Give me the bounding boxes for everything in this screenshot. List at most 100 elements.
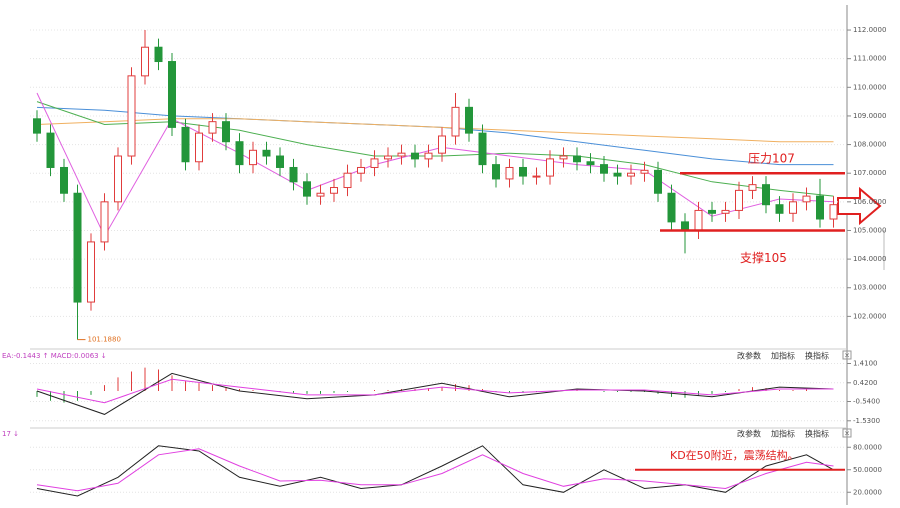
- close-button[interactable]: [842, 350, 852, 360]
- y-tick-label: 0.4200: [853, 379, 878, 387]
- candle-body: [384, 155, 392, 160]
- toolbar-button[interactable]: 改参数: [737, 351, 761, 361]
- candle-body: [127, 75, 136, 157]
- candle-body: [411, 152, 419, 160]
- candle-body: [316, 192, 325, 197]
- candle-body: [73, 192, 82, 303]
- candle-body: [613, 172, 622, 177]
- close-icon[interactable]: ×: [844, 352, 850, 360]
- candle-body: [789, 201, 797, 214]
- indicator-line: [36, 445, 834, 497]
- close-icon[interactable]: ×: [844, 430, 850, 438]
- candle-body: [546, 158, 554, 177]
- candle-body: [424, 152, 433, 160]
- candle-body: [708, 209, 716, 214]
- candle-body: [181, 126, 190, 163]
- indicator-header: 17 ↓: [2, 430, 19, 438]
- candle-body: [114, 155, 122, 203]
- candle-body: [829, 204, 838, 220]
- candle-body: [762, 184, 770, 206]
- candle-body: [438, 135, 446, 154]
- candle-body: [748, 184, 757, 191]
- candle-body: [330, 187, 338, 194]
- candle-body: [627, 172, 635, 177]
- candle-body: [397, 152, 406, 157]
- candle-body: [235, 141, 244, 166]
- candle-body: [775, 204, 784, 214]
- candle-body: [154, 46, 163, 63]
- candle-body: [100, 201, 109, 243]
- y-tick-label: 1.4100: [853, 359, 878, 367]
- candle-body: [451, 106, 460, 137]
- candle-body: [721, 209, 730, 214]
- y-tick-label: 50.0000: [853, 466, 882, 474]
- candle-body: [60, 166, 68, 194]
- y-tick-label: 111.0000: [853, 55, 886, 63]
- y-tick-label: -0.5400: [853, 397, 880, 405]
- candle-body: [559, 155, 568, 160]
- candle-body: [532, 175, 541, 178]
- candle-body: [289, 166, 298, 183]
- close-button[interactable]: [842, 428, 852, 438]
- candle-body: [802, 195, 811, 203]
- y-tick-label: 107.0000: [853, 169, 886, 177]
- toolbar-button[interactable]: 换指标: [805, 351, 829, 361]
- level-label: KD在50附近，震荡结构。: [670, 448, 799, 462]
- toolbar-button[interactable]: 换指标: [805, 429, 829, 439]
- level-label: 支撑105: [740, 250, 787, 265]
- candle-body: [168, 61, 176, 128]
- level-label: 压力107: [748, 152, 795, 166]
- y-tick-label: 110.0000: [853, 83, 886, 91]
- y-tick-label: -1.5300: [853, 417, 880, 425]
- candle-body: [370, 158, 379, 168]
- candle-body: [667, 192, 676, 223]
- y-tick-label: 112.0000: [853, 26, 886, 34]
- candle-body: [208, 121, 217, 134]
- candle-body: [640, 169, 649, 174]
- indicator-line: [36, 448, 834, 492]
- y-tick-label: 103.0000: [853, 284, 886, 292]
- toolbar-button[interactable]: 改参数: [737, 429, 761, 439]
- y-tick-label: 108.0000: [853, 141, 886, 149]
- candle-body: [519, 166, 527, 177]
- candle-body: [735, 189, 743, 211]
- arrow-icon: [837, 186, 882, 226]
- candle-body: [141, 46, 149, 77]
- candle-body: [654, 169, 662, 194]
- candle-body: [492, 164, 500, 180]
- candle-body: [262, 149, 271, 157]
- indicator-line: [36, 372, 834, 415]
- candle-body: [343, 172, 352, 189]
- candle-body: [33, 118, 41, 134]
- candle-body: [87, 241, 95, 303]
- y-tick-label: 105.0000: [853, 226, 886, 234]
- toolbar-button[interactable]: 加指标: [771, 351, 795, 361]
- candle-body: [586, 161, 595, 166]
- indicator-header: EA:-0.1443 ↑ MACD:0.0063 ↓: [2, 352, 107, 360]
- candle-body: [465, 106, 473, 134]
- toolbar-button[interactable]: 加指标: [771, 429, 795, 439]
- y-tick-label: 104.0000: [853, 255, 886, 263]
- candle-body: [276, 155, 284, 168]
- candle-body: [249, 149, 257, 166]
- y-tick-label: 109.0000: [853, 112, 886, 120]
- candle-body: [222, 121, 230, 143]
- candle-body: [816, 195, 824, 220]
- candle-body: [303, 181, 311, 197]
- candle-body: [600, 164, 608, 174]
- y-tick-label: 106.0000: [853, 198, 886, 206]
- indicator-line: [36, 378, 834, 404]
- candle-body: [195, 132, 203, 163]
- y-tick-label: 102.0000: [853, 312, 886, 320]
- low-label: 101.1880: [88, 336, 121, 344]
- candle-body: [573, 155, 581, 163]
- candle-body: [694, 209, 703, 231]
- y-tick-label: 20.0000: [853, 488, 882, 496]
- candle-body: [357, 166, 365, 174]
- candle-body: [46, 132, 55, 168]
- candle-body: [681, 221, 689, 231]
- candle-body: [505, 166, 514, 180]
- y-tick-label: 80.0000: [853, 443, 882, 451]
